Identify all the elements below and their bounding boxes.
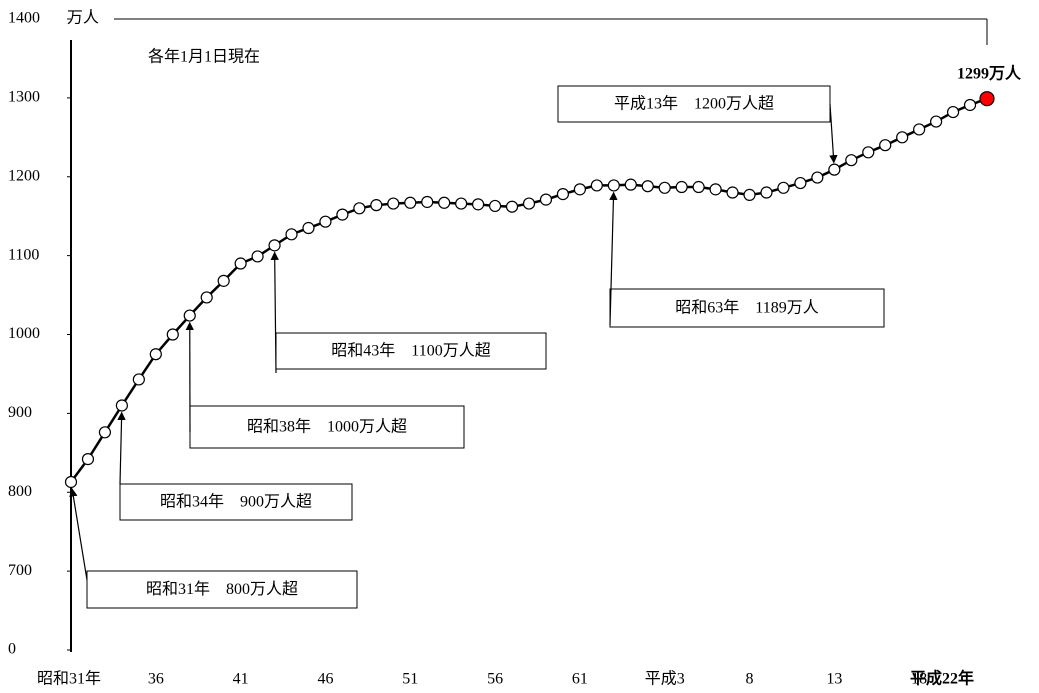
marker xyxy=(201,292,212,303)
marker xyxy=(625,179,636,190)
x-tick-label: 13 xyxy=(826,671,842,688)
marker xyxy=(116,400,127,411)
marker xyxy=(66,476,77,487)
marker xyxy=(574,184,585,195)
annotation-arrow xyxy=(275,252,276,373)
marker xyxy=(371,200,382,211)
marker xyxy=(795,178,806,189)
marker xyxy=(931,116,942,127)
annotation: 昭和63年 1189万人 xyxy=(675,299,818,317)
marker xyxy=(846,155,857,166)
x-tick-label: 51 xyxy=(402,671,418,688)
annotation: 昭和43年 1100万人超 xyxy=(331,342,490,360)
marker xyxy=(693,182,704,193)
annotation: 昭和31年 800万人超 xyxy=(146,580,298,598)
marker xyxy=(235,258,246,269)
annotation-arrow xyxy=(120,412,122,484)
marker xyxy=(965,99,976,110)
marker xyxy=(184,310,195,321)
x-tick-label: 61 xyxy=(572,671,588,688)
marker xyxy=(710,184,721,195)
marker xyxy=(608,180,619,191)
marker xyxy=(422,196,433,207)
x-tick-label: 8 xyxy=(746,671,754,688)
y-tick-label: 700 xyxy=(8,562,32,579)
annotation-arrow xyxy=(72,489,87,580)
marker xyxy=(591,180,602,191)
marker xyxy=(269,240,280,251)
x-tick-label: 46 xyxy=(317,671,333,688)
marker xyxy=(812,172,823,183)
marker xyxy=(744,189,755,200)
y-unit: 万人 xyxy=(67,9,99,27)
x-tick-label: 平成22年 xyxy=(910,669,974,688)
marker xyxy=(218,275,229,286)
marker xyxy=(82,454,93,465)
y-tick-label: 1400 xyxy=(8,10,40,27)
marker xyxy=(99,427,110,438)
note: 各年1月1日現在 xyxy=(148,48,260,66)
x-tick-label: 36 xyxy=(148,671,164,688)
marker xyxy=(897,132,908,143)
annotation: 平成13年 1200万人超 xyxy=(614,95,774,113)
marker xyxy=(252,251,263,262)
x-tick-label: 昭和31年 xyxy=(37,670,101,688)
marker xyxy=(948,107,959,118)
marker xyxy=(133,374,144,385)
marker xyxy=(761,187,772,198)
marker xyxy=(778,182,789,193)
marker xyxy=(388,198,399,209)
y-tick-label: 1200 xyxy=(8,167,40,184)
marker xyxy=(642,181,653,192)
marker xyxy=(727,187,738,198)
marker xyxy=(829,164,840,175)
x-tick-label: 41 xyxy=(233,671,249,688)
y-tick-label: 800 xyxy=(8,483,32,500)
marker xyxy=(473,199,484,210)
marker xyxy=(507,201,518,212)
y-tick-label: 900 xyxy=(8,404,32,421)
marker xyxy=(914,124,925,135)
marker xyxy=(286,229,297,240)
marker xyxy=(320,216,331,227)
marker xyxy=(303,223,314,234)
marker xyxy=(167,329,178,340)
marker xyxy=(880,140,891,151)
x-tick-label: 56 xyxy=(487,671,503,688)
marker xyxy=(439,197,450,208)
y-tick-label: 1000 xyxy=(8,325,40,342)
x-tick-label: 平成3 xyxy=(645,670,685,688)
y-tick-label: 1300 xyxy=(8,89,40,106)
marker xyxy=(659,182,670,193)
marker xyxy=(540,194,551,205)
annotation-arrow xyxy=(830,104,834,163)
annotation: 昭和34年 900万人超 xyxy=(160,493,312,511)
marker xyxy=(405,197,416,208)
marker xyxy=(863,147,874,158)
marker xyxy=(980,92,994,106)
marker xyxy=(337,209,348,220)
marker xyxy=(524,198,535,209)
marker xyxy=(557,189,568,200)
marker xyxy=(150,349,161,360)
marker xyxy=(676,182,687,193)
annotation: 昭和38年 1000万人超 xyxy=(247,418,407,436)
y-tick-label: 1100 xyxy=(8,246,39,263)
marker xyxy=(354,203,365,214)
marker xyxy=(490,200,501,211)
y-tick-label: 0 xyxy=(8,641,16,658)
value-label: 1299万人 xyxy=(957,64,1022,82)
marker xyxy=(456,198,467,209)
